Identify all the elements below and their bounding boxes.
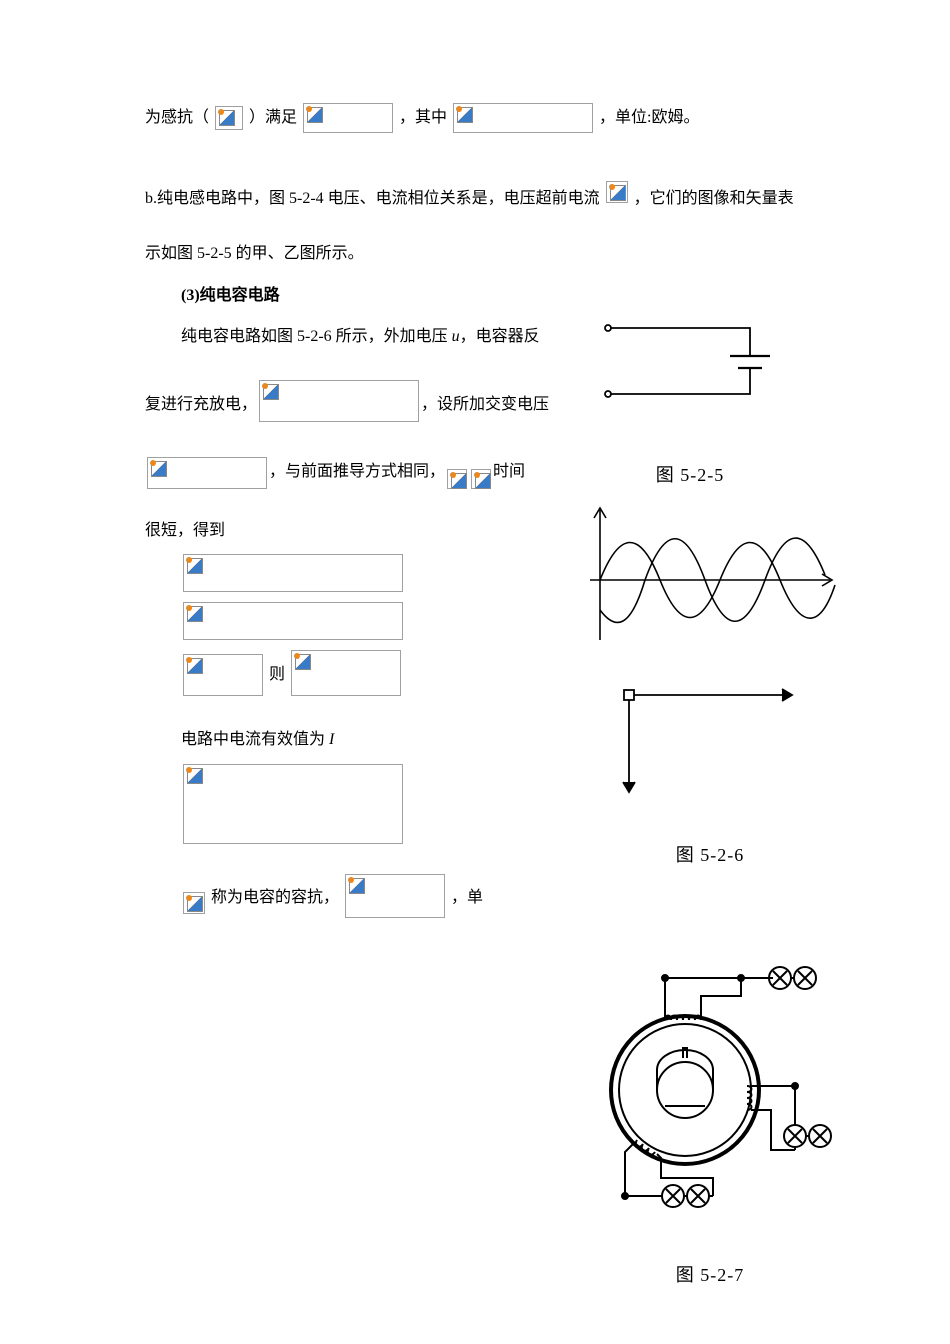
text: 为感抗（ <box>145 109 209 126</box>
figure-527-caption-box: 图 5-2-7 <box>620 1250 800 1296</box>
text: 电路中电流有效值为 <box>181 731 329 748</box>
section-3-title: (3)纯电容电路 <box>145 278 805 313</box>
text: ，与前面推导方式相同， <box>269 454 445 489</box>
broken-image-icon <box>183 892 205 914</box>
text: ，设所加交变电压 <box>421 387 549 422</box>
line-ref-525: 示如图 5-2-5 的甲、乙图所示。 <box>145 236 805 271</box>
broken-image-icon <box>183 602 403 640</box>
broken-image-icon <box>291 650 401 696</box>
text: 示如图 5-2-5 的甲、乙图所示。 <box>145 245 364 262</box>
broken-image-icon <box>183 554 403 592</box>
p-derivation-same: ，与前面推导方式相同， 时间 <box>145 454 565 489</box>
three-phase-generator-diagram <box>565 950 835 1230</box>
text: 纯电容电路如图 5-2-6 所示，外加电压 <box>181 328 452 345</box>
text: ，电容器反 <box>460 328 540 345</box>
sine-wave-diagram <box>580 500 840 650</box>
broken-image-icon <box>345 874 445 918</box>
figure-527-generator <box>565 950 835 1230</box>
text: 复进行充放电， <box>145 387 257 422</box>
figure-caption: 图 5-2-6 <box>620 836 800 876</box>
broken-image-icon <box>215 106 243 130</box>
figure-525-caption-box: 图 5-2-5 <box>600 450 780 496</box>
broken-image-icon <box>471 469 491 489</box>
p-capacitive-reactance: 称为电容的容抗， ，单 <box>145 874 805 918</box>
p-charge-discharge: 复进行充放电， ，设所加交变电压 <box>145 380 565 422</box>
broken-image-icon <box>453 103 593 133</box>
figure-525-container <box>590 310 770 410</box>
text: 称为电容的容抗， <box>211 880 339 915</box>
figure-caption: 图 5-2-5 <box>600 456 780 496</box>
text: ，单位:欧姆。 <box>599 109 699 126</box>
text: 时间 <box>493 454 525 489</box>
var-I: I <box>329 731 334 748</box>
text: ）满足 <box>249 109 297 126</box>
p-capacitor-intro: 纯电容电路如图 5-2-6 所示，外加电压 u，电容器反 <box>145 319 565 354</box>
figure-526-caption-box: 图 5-2-6 <box>620 830 800 876</box>
broken-image-icon <box>183 764 403 844</box>
line-inductance: 为感抗（ ）满足 ，其中 ，单位:欧姆。 <box>145 100 805 135</box>
heading: (3)纯电容电路 <box>181 287 280 304</box>
var-u: u <box>452 328 460 345</box>
line-phase-relation: b.纯电感电路中，图 5-2-4 电压、电流相位关系是，电压超前电流 ，它们的图… <box>145 181 805 216</box>
phasor-diagram <box>610 680 810 800</box>
text: ，其中 <box>399 109 447 126</box>
broken-image-icon <box>183 654 263 696</box>
text: 很短，得到 <box>145 522 225 539</box>
text: ，单 <box>451 880 483 915</box>
broken-image-icon <box>447 469 467 489</box>
broken-image-icon <box>259 380 419 422</box>
capacitor-circuit-diagram <box>590 310 770 410</box>
figure-caption: 图 5-2-7 <box>620 1256 800 1296</box>
broken-image-icon <box>303 103 393 133</box>
text: ，它们的图像和矢量表 <box>634 190 794 207</box>
broken-image-icon <box>147 457 267 489</box>
broken-image-icon <box>606 181 628 203</box>
figure-526-waves <box>580 500 840 650</box>
text: b.纯电感电路中，图 5-2-4 电压、电流相位关系是，电压超前电流 <box>145 190 600 207</box>
text: 则 <box>269 657 285 692</box>
figure-526-phasor <box>610 680 810 800</box>
